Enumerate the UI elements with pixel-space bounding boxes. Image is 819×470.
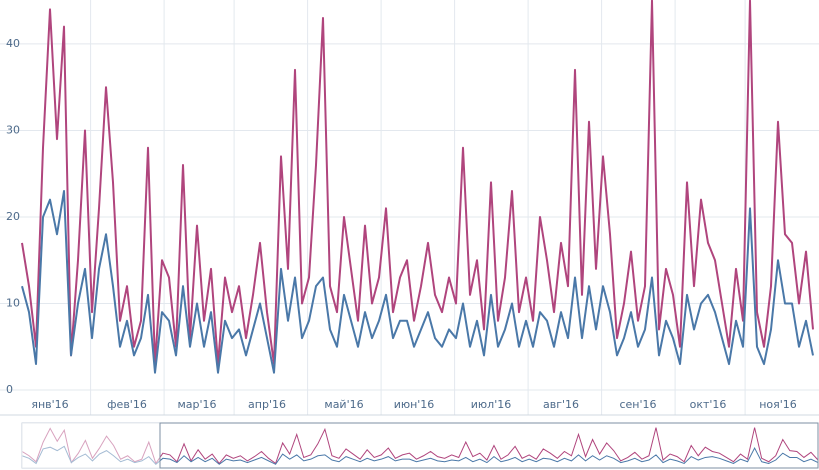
navigator[interactable] bbox=[21, 422, 819, 469]
x-tick-label: фев'16 bbox=[107, 398, 147, 411]
x-tick-label: май'16 bbox=[324, 398, 363, 411]
x-tick-label: мар'16 bbox=[177, 398, 216, 411]
y-tick-label: 20 bbox=[6, 210, 20, 223]
x-tick-label: июл'16 bbox=[471, 398, 511, 411]
navigator-selection[interactable] bbox=[159, 422, 819, 469]
x-tick-label: ноя'16 bbox=[759, 398, 797, 411]
x-tick-label: июн'16 bbox=[394, 398, 435, 411]
y-tick-label: 10 bbox=[6, 296, 20, 309]
x-tick-label: сен'16 bbox=[619, 398, 656, 411]
x-tick-label: янв'16 bbox=[31, 398, 68, 411]
series-line bbox=[21, 0, 814, 366]
x-tick-label: авг'16 bbox=[543, 398, 579, 411]
y-tick-label: 30 bbox=[6, 123, 20, 136]
x-tick-label: окт'16 bbox=[690, 398, 727, 411]
y-tick-label: 40 bbox=[6, 37, 20, 50]
x-tick-label: апр'16 bbox=[248, 398, 286, 411]
y-tick-label: 0 bbox=[6, 383, 13, 396]
navigator-mask bbox=[22, 423, 160, 468]
series-line bbox=[21, 190, 814, 374]
